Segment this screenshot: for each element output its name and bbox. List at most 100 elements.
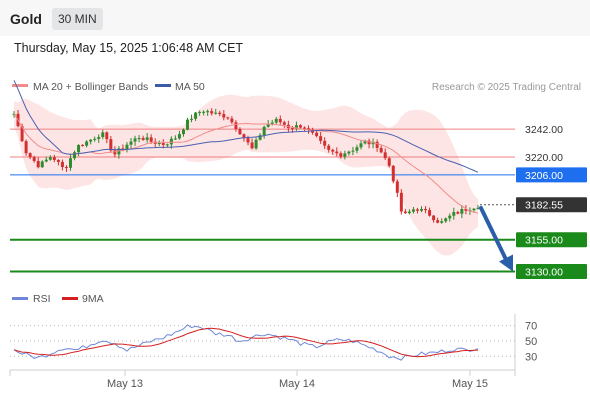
candle-body [452,212,456,216]
candle-body [319,136,323,141]
rsi-ma-legend-label: 9MA [82,293,104,305]
rsi-tick-labels: 70 50 30 [525,321,537,364]
candle-body [226,117,230,119]
candle-body [24,141,28,154]
ma20-legend-swatch [12,84,28,87]
candle-body [363,140,367,144]
candle-body [173,138,177,140]
candle-body [331,149,335,152]
candle-body [262,126,266,136]
x-axis-label: May 15 [452,378,488,390]
projection-arrow-shaft [479,205,509,264]
candle-body [190,118,194,120]
candle-body [206,111,210,113]
candle-body [68,158,72,168]
candle-body [169,138,173,145]
candle-body [234,122,238,130]
copyright-text: Research © 2025 Trading Central [432,82,581,93]
level-label: 3242.00 [525,124,563,136]
candle-body [298,125,302,128]
projection-arrow-head [499,254,513,272]
rsi-ma-line [13,327,479,358]
candle-body [210,111,214,114]
rsi-tick-label: 30 [525,351,537,363]
candle-body [391,165,395,182]
rsi-line [13,324,479,361]
candle-body [105,132,109,140]
candle-body [403,211,407,214]
candle-body [327,145,331,150]
candle-body [456,212,460,214]
candle-body [149,137,153,142]
candle-body [355,147,359,151]
candle-body [387,158,391,166]
candle-body [60,161,64,168]
candle-body [145,137,149,140]
rsi-tick-label: 70 [525,321,537,333]
candle-body [64,167,68,169]
top-bar: Gold 30 MIN [0,0,590,36]
candle-body [101,132,105,138]
candle-body [383,152,387,159]
rsi-ma-legend-swatch [62,297,78,300]
candle-body [165,144,169,146]
candle-body [81,145,85,147]
candle-body [359,143,363,148]
instrument-title: Gold [10,11,42,27]
candle-body [407,211,411,214]
candle-body [375,141,379,148]
ma50-legend-label: MA 50 [175,81,205,93]
candle-body [185,119,189,130]
candle-body [379,147,383,153]
x-axis-label: May 14 [279,378,315,390]
candle-body [117,148,121,155]
x-axis-labels: May 13 May 14 May 15 [107,378,488,390]
rsi-gridlines [10,325,515,357]
candle-body [432,215,436,221]
candle-body [56,159,60,162]
level-tag-3130.00 [516,264,587,280]
candle-body [440,221,444,223]
level-tag-text: 3206.00 [525,170,563,182]
candle-body [395,181,399,193]
candle-body [464,208,468,211]
ma20-legend-label: MA 20 + Bollinger Bands [33,81,148,93]
candle-body [436,220,440,223]
candle-body [290,128,294,130]
candle-body [28,153,32,158]
datetime-label: Thursday, May 15, 2025 1:06:48 AM CET [14,41,244,55]
level-tag-text: 3130.00 [525,267,563,279]
candle-body [161,143,165,145]
candle-body [472,208,476,211]
candle-body [294,125,298,129]
projection-arrow [479,205,513,272]
candle-body [270,122,274,124]
candle-body [476,207,480,209]
candle-body [371,141,375,145]
candle-body [194,112,198,119]
candle-body [125,144,129,150]
candle-body [415,209,419,211]
candle-body [343,153,347,157]
candle-body [85,141,89,146]
candle-body [266,123,270,127]
candle-body [448,215,452,219]
candle-body [77,145,81,153]
candle-body [411,209,415,212]
rsi-legend-swatch [12,297,28,300]
level-tag-3206.00 [516,167,587,183]
candle-body [242,134,246,139]
bollinger-bands [14,94,478,256]
candle-body [198,111,202,113]
candle-body [157,143,161,145]
candle-body [339,153,343,157]
candle-body [274,118,278,123]
candle-body [89,139,93,142]
level-tag-text: 3182.55 [525,200,563,212]
candle-body [323,140,327,146]
candle-body [20,126,24,142]
candle-body [113,150,117,155]
timeframe-button[interactable]: 30 MIN [52,8,103,30]
candle-body [420,208,424,211]
bollinger-band-fill [14,94,478,256]
